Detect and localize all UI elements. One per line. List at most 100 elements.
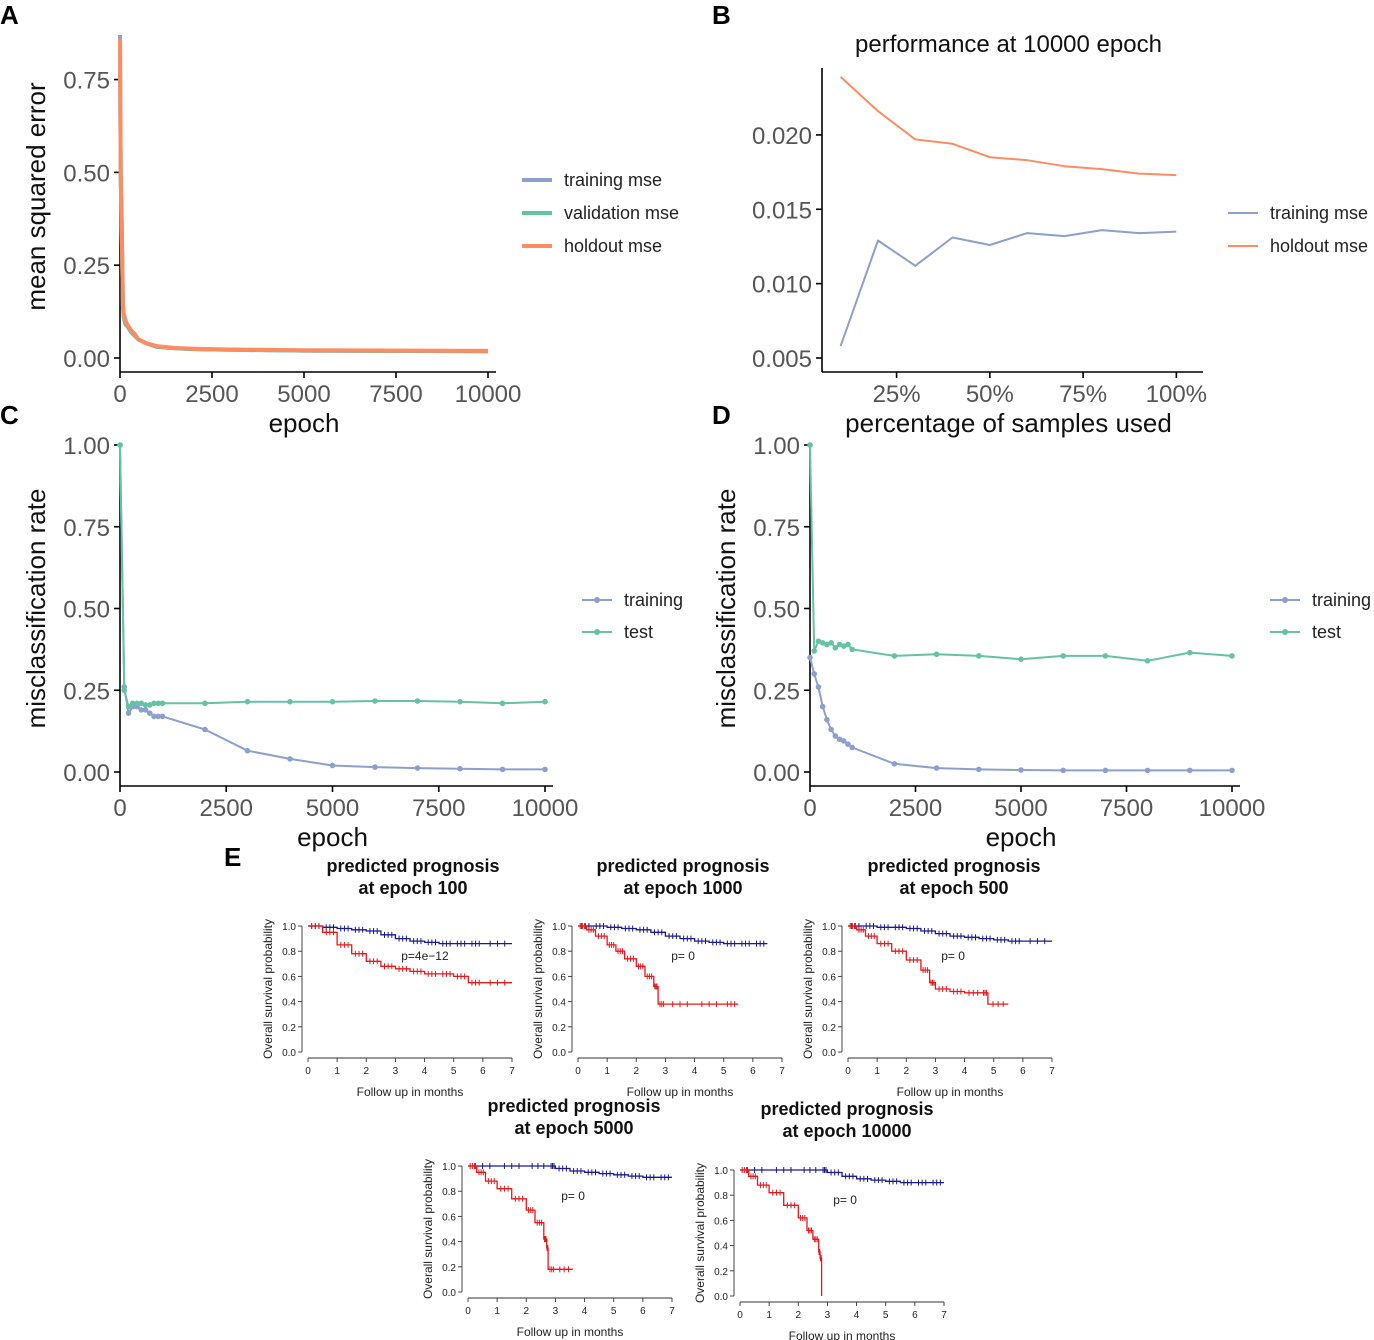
km-curve-poor-prognosis bbox=[578, 925, 739, 1005]
x-tick-label: 0 bbox=[305, 1066, 311, 1077]
km-curve-poor-prognosis bbox=[468, 1165, 573, 1270]
x-tick-label: 4 bbox=[692, 1066, 698, 1077]
legend-label: training bbox=[1312, 590, 1371, 610]
p-value: p= 0 bbox=[941, 949, 965, 963]
data-point bbox=[1018, 656, 1024, 662]
x-tick-label: 2 bbox=[796, 1310, 802, 1321]
legend-label: test bbox=[624, 622, 653, 642]
series-line-training-mse bbox=[118, 34, 489, 354]
y-tick-label: 0.2 bbox=[552, 1023, 566, 1034]
series-line-holdout-mse bbox=[118, 38, 489, 353]
x-tick-label: 3 bbox=[663, 1066, 669, 1077]
y-tick-label: 1.00 bbox=[753, 433, 800, 460]
p-value: p= 0 bbox=[561, 1189, 585, 1203]
p-value: p= 0 bbox=[833, 1193, 857, 1207]
x-tick-label: 75% bbox=[1059, 381, 1107, 408]
data-point bbox=[976, 766, 982, 773]
data-point bbox=[849, 646, 855, 653]
y-tick-label: 0.00 bbox=[63, 760, 110, 787]
data-point bbox=[155, 713, 162, 720]
x-tick-label: 7 bbox=[509, 1066, 515, 1077]
y-tick-label: 0.75 bbox=[753, 515, 800, 542]
chart-title: at epoch 5000 bbox=[514, 1118, 633, 1138]
y-tick-label: 0.0 bbox=[714, 1292, 728, 1303]
chart-title: predicted prognosis bbox=[596, 856, 769, 876]
data-point bbox=[1102, 653, 1109, 659]
x-tick-label: 6 bbox=[480, 1066, 486, 1077]
x-tick-label: 7 bbox=[941, 1310, 947, 1321]
data-point bbox=[849, 744, 855, 751]
data-point bbox=[151, 700, 157, 707]
x-tick-label: 5 bbox=[721, 1066, 727, 1077]
series-line-training bbox=[809, 657, 1232, 772]
data-point bbox=[202, 726, 208, 733]
data-point bbox=[121, 687, 128, 694]
data-point bbox=[891, 761, 898, 767]
x-tick-label: 0 bbox=[803, 795, 816, 822]
x-tick-label: 3 bbox=[933, 1066, 939, 1077]
x-tick-label: 10000 bbox=[1199, 795, 1266, 822]
x-tick-label: 4 bbox=[422, 1066, 428, 1077]
x-tick-label: 1 bbox=[874, 1066, 880, 1077]
y-tick-label: 0.2 bbox=[822, 1023, 836, 1034]
data-point bbox=[828, 726, 834, 733]
x-tick-label: 5 bbox=[451, 1066, 457, 1077]
data-point bbox=[142, 702, 149, 708]
y-axis-label: mean squared error bbox=[21, 82, 51, 311]
x-tick-label: 7 bbox=[669, 1306, 675, 1317]
legend-label: holdout mse bbox=[1270, 236, 1368, 256]
y-tick-label: 0.6 bbox=[282, 972, 296, 983]
y-tick-label: 0.8 bbox=[822, 947, 836, 958]
x-tick-label: 0 bbox=[465, 1306, 471, 1317]
series-line-test bbox=[119, 444, 546, 708]
panel-D: D 0.00 0.25 0.50 0.75 1.00 0 2500 5000 7500 10000 e… bbox=[711, 400, 1371, 852]
chart-title: at epoch 10000 bbox=[782, 1121, 911, 1141]
x-tick-label: 0 bbox=[737, 1310, 743, 1321]
y-tick-label: 1.00 bbox=[63, 433, 110, 460]
data-point bbox=[138, 707, 145, 713]
x-tick-label: 0 bbox=[113, 381, 126, 408]
data-point bbox=[329, 762, 336, 769]
y-tick-label: 0.6 bbox=[442, 1212, 456, 1223]
y-tick-label: 0.50 bbox=[753, 597, 800, 624]
km-curve-poor-prognosis bbox=[740, 1169, 823, 1296]
x-tick-label: 7500 bbox=[369, 381, 422, 408]
y-tick-label: 0.4 bbox=[442, 1238, 456, 1249]
y-tick-label: 1.0 bbox=[714, 1166, 728, 1177]
panel-label: C bbox=[0, 400, 19, 430]
km-curve-good-prognosis bbox=[308, 925, 512, 945]
x-tick-label: 0 bbox=[845, 1066, 851, 1077]
data-point bbox=[372, 698, 378, 704]
data-point bbox=[372, 764, 378, 770]
legend-marker bbox=[594, 629, 600, 635]
legend-label: test bbox=[1312, 622, 1341, 642]
x-tick-label: 3 bbox=[393, 1066, 399, 1077]
data-point bbox=[1018, 767, 1024, 773]
y-tick-label: 0.00 bbox=[753, 760, 800, 787]
y-axis-label: Overall survival probability bbox=[421, 1159, 435, 1299]
x-tick-label: 6 bbox=[640, 1306, 646, 1317]
legend-label: validation mse bbox=[564, 203, 679, 223]
x-axis-label: epoch bbox=[269, 408, 340, 438]
x-tick-label: 1 bbox=[604, 1066, 610, 1077]
y-tick-label: 0.25 bbox=[63, 678, 110, 705]
data-point bbox=[125, 703, 132, 710]
x-tick-label: 7 bbox=[1049, 1066, 1055, 1077]
y-tick-label: 0.2 bbox=[714, 1267, 728, 1278]
data-point bbox=[807, 654, 813, 661]
y-tick-label: 0.00 bbox=[63, 346, 110, 373]
data-point bbox=[142, 707, 149, 713]
chart-title: at epoch 1000 bbox=[623, 878, 742, 898]
km-curve-good-prognosis bbox=[740, 1169, 944, 1184]
y-tick-label: 0.75 bbox=[63, 68, 110, 95]
y-tick-label: 1.0 bbox=[282, 922, 296, 933]
data-point bbox=[1229, 767, 1235, 774]
data-point bbox=[933, 651, 940, 658]
x-tick-label: 4 bbox=[582, 1306, 588, 1317]
x-axis-label: Follow up in months bbox=[627, 1085, 734, 1099]
data-point bbox=[457, 698, 463, 705]
data-point bbox=[414, 698, 421, 704]
x-tick-label: 4 bbox=[854, 1310, 860, 1321]
